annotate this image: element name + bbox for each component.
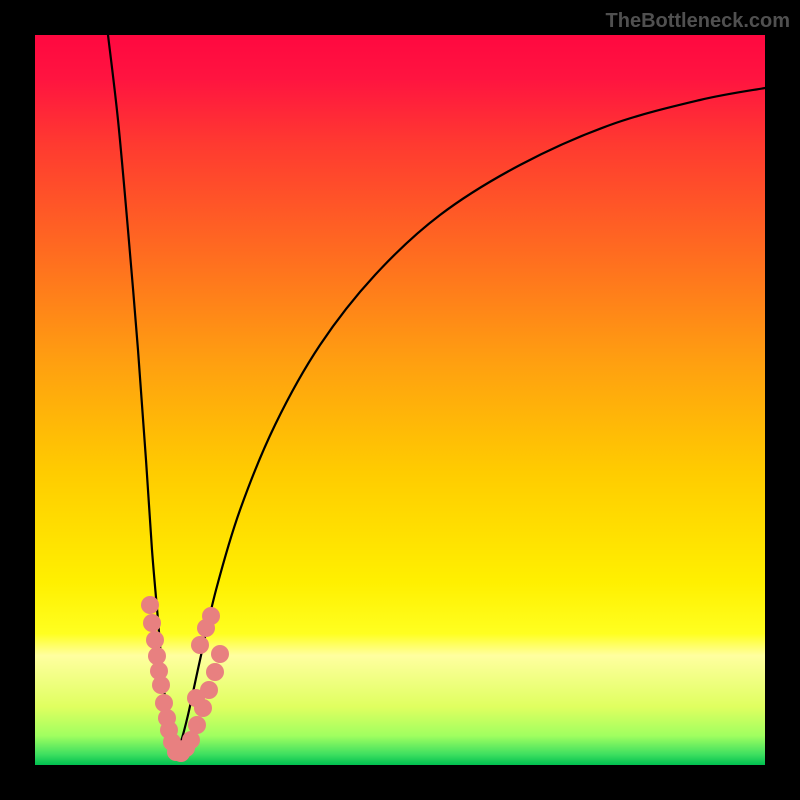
- chart-stage: TheBottleneck.com: [0, 0, 800, 800]
- data-marker: [211, 645, 229, 663]
- plot-background: [35, 35, 765, 765]
- chart-svg: [0, 0, 800, 800]
- data-marker: [191, 636, 209, 654]
- data-marker: [152, 676, 170, 694]
- data-marker: [206, 663, 224, 681]
- data-marker: [146, 631, 164, 649]
- data-marker: [141, 596, 159, 614]
- data-marker: [155, 694, 173, 712]
- data-marker: [202, 607, 220, 625]
- data-marker: [143, 614, 161, 632]
- data-marker: [188, 716, 206, 734]
- watermark-text: TheBottleneck.com: [606, 10, 790, 33]
- data-marker: [187, 689, 205, 707]
